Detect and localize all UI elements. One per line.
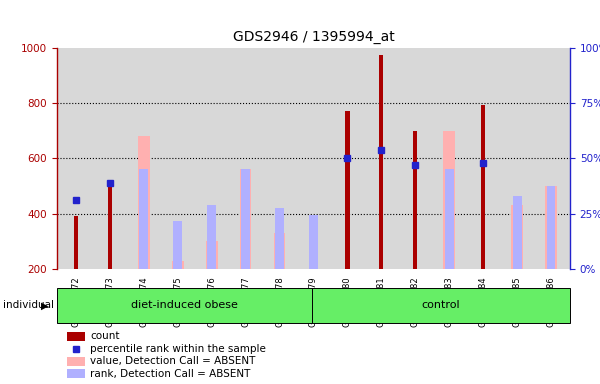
- Text: control: control: [422, 300, 460, 310]
- Bar: [275, 208, 284, 269]
- Bar: [67, 369, 85, 378]
- Bar: [107, 180, 112, 269]
- Text: rank, Detection Call = ABSENT: rank, Detection Call = ABSENT: [91, 369, 251, 379]
- Title: GDS2946 / 1395994_at: GDS2946 / 1395994_at: [233, 30, 394, 44]
- Bar: [481, 104, 485, 269]
- Bar: [274, 233, 286, 269]
- Bar: [67, 357, 85, 366]
- Bar: [173, 220, 182, 269]
- Text: ▶: ▶: [41, 300, 49, 310]
- Bar: [239, 169, 251, 269]
- Bar: [545, 186, 557, 269]
- Text: diet-induced obese: diet-induced obese: [131, 300, 238, 310]
- Bar: [445, 169, 454, 269]
- Bar: [137, 136, 149, 269]
- Bar: [413, 131, 418, 269]
- Bar: [208, 205, 216, 269]
- Bar: [511, 205, 523, 269]
- Bar: [547, 186, 556, 269]
- Bar: [74, 216, 78, 269]
- Bar: [241, 169, 250, 269]
- Text: count: count: [91, 331, 120, 341]
- Bar: [310, 215, 317, 269]
- Bar: [513, 196, 521, 269]
- Bar: [67, 332, 85, 341]
- Bar: [346, 111, 350, 269]
- Bar: [443, 131, 455, 269]
- Text: percentile rank within the sample: percentile rank within the sample: [91, 344, 266, 354]
- FancyBboxPatch shape: [312, 288, 570, 323]
- Bar: [206, 241, 218, 269]
- Text: value, Detection Call = ABSENT: value, Detection Call = ABSENT: [91, 356, 256, 366]
- Bar: [379, 55, 383, 269]
- Bar: [172, 260, 184, 269]
- Text: individual: individual: [3, 300, 54, 310]
- FancyBboxPatch shape: [57, 288, 312, 323]
- Bar: [139, 169, 148, 269]
